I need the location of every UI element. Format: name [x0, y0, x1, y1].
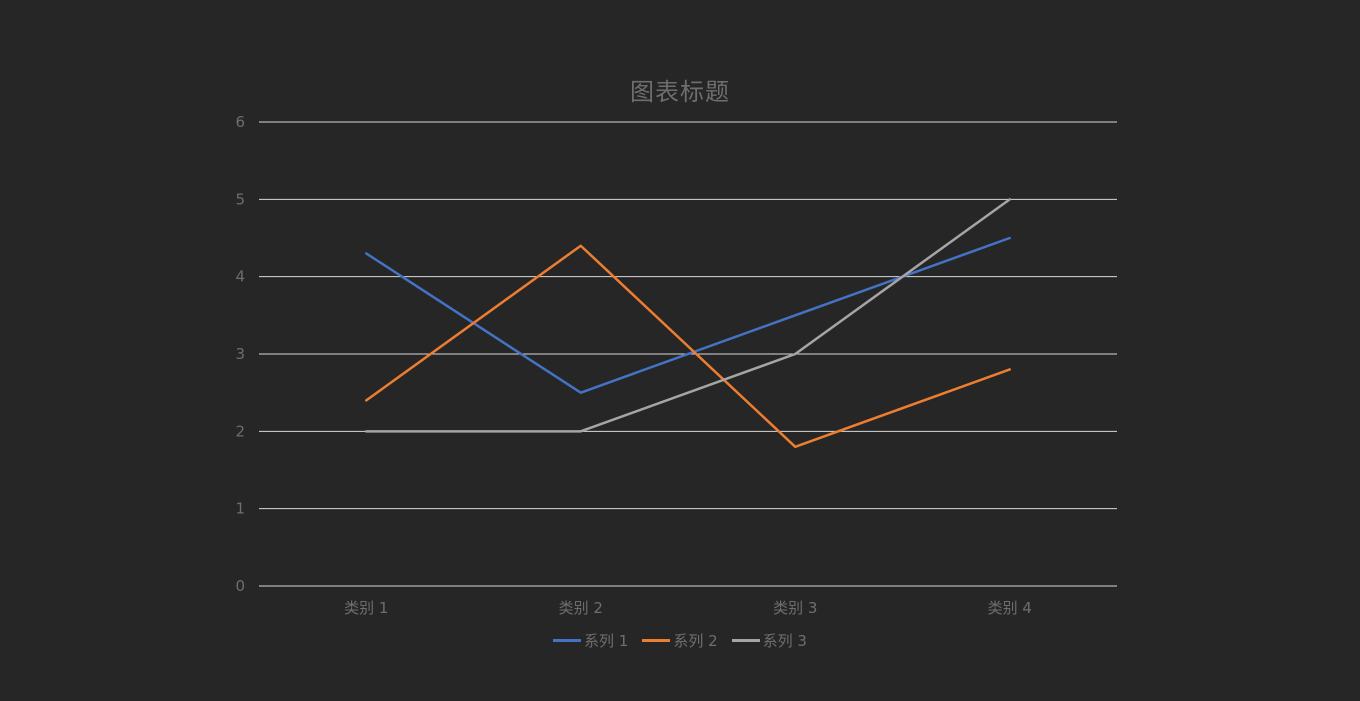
- legend-item: 系列 1: [553, 630, 628, 651]
- chart-title: 图表标题: [630, 78, 730, 106]
- y-tick-label: 6: [235, 113, 245, 131]
- y-tick-label: 3: [235, 345, 245, 363]
- y-tick-label: 2: [235, 422, 245, 440]
- x-tick-label: 类别 3: [773, 599, 817, 617]
- series-line-1: [365, 236, 1011, 394]
- series-line-2: [365, 244, 1011, 449]
- x-tick-label: 类别 4: [988, 599, 1032, 617]
- y-tick-label: 0: [235, 577, 245, 595]
- legend-item: 系列 3: [731, 630, 807, 651]
- series-line-3: [365, 198, 1011, 433]
- legend-item: 系列 2: [642, 630, 718, 651]
- y-tick-label: 5: [235, 190, 245, 208]
- legend-label: 系列 2: [673, 632, 718, 650]
- legend: 系列 1 系列 2 系列 3: [0, 630, 1360, 651]
- legend-label: 系列 1: [584, 632, 629, 650]
- legend-swatch: [642, 639, 671, 642]
- x-tick-label: 类别 1: [344, 599, 388, 617]
- x-tick-label: 类别 2: [559, 599, 603, 617]
- y-tick-label: 4: [235, 268, 245, 286]
- legend-swatch: [731, 639, 760, 642]
- y-tick-label: 1: [235, 500, 245, 518]
- legend-label: 系列 3: [762, 632, 807, 650]
- legend-swatch: [553, 639, 582, 642]
